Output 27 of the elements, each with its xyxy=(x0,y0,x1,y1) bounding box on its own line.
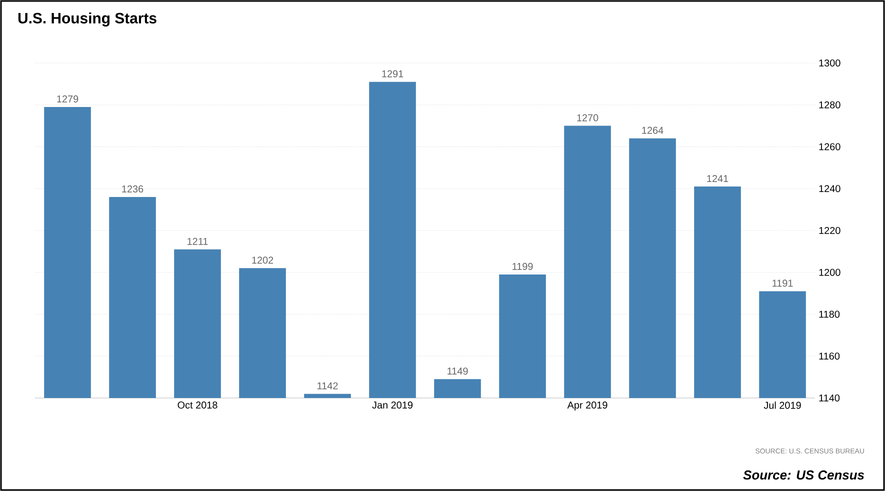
data-label: 1202 xyxy=(252,256,274,264)
data-label: 1270 xyxy=(577,114,598,122)
data-label: 1211 xyxy=(188,238,208,245)
y-tick-label: 1280 xyxy=(819,101,840,108)
data-label: 1142 xyxy=(318,382,338,390)
x-tick-label: Oct 2018 xyxy=(178,402,218,409)
x-tick-label: Jul 2019 xyxy=(764,402,801,409)
data-label: 1149 xyxy=(448,368,468,375)
y-tick-label: 1240 xyxy=(819,185,840,192)
data-label: 1241 xyxy=(707,175,728,182)
source-note: Source: US Census xyxy=(743,470,864,480)
data-label: 1279 xyxy=(57,95,78,102)
y-tick-label: 1220 xyxy=(819,226,840,234)
y-tick-label: 1200 xyxy=(819,268,840,276)
data-label: 1236 xyxy=(122,185,144,192)
y-tick-label: 1160 xyxy=(819,352,840,360)
data-label: 1264 xyxy=(642,126,664,134)
data-label: 1199 xyxy=(512,262,533,270)
y-tick-label: 1140 xyxy=(819,394,840,402)
y-tick-label: 1180 xyxy=(819,310,840,318)
data-label: 1291 xyxy=(382,70,404,78)
data-label: 1191 xyxy=(772,280,793,287)
x-tick-label: Jan 2019 xyxy=(372,402,413,409)
chart-title: U.S. Housing Starts xyxy=(18,12,156,27)
y-tick-label: 1260 xyxy=(819,143,840,150)
x-tick-label: Apr 2019 xyxy=(567,402,608,411)
y-tick-label: 1300 xyxy=(819,59,840,67)
